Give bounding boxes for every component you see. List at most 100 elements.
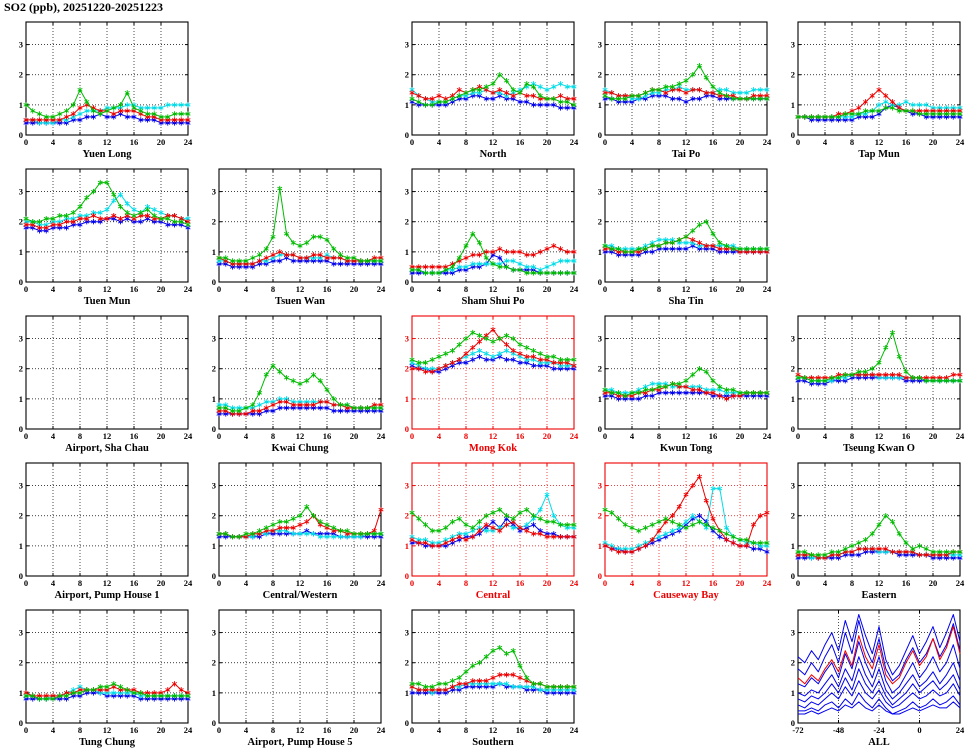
y-tick-label: 3 bbox=[598, 334, 602, 344]
x-tick-label: 12 bbox=[103, 578, 112, 588]
chart-cell-causeway-bay: 0 4 8 12 16 20 24 0 1 2 3 Causeway Bay bbox=[579, 457, 772, 604]
x-tick-label: 0 bbox=[24, 284, 28, 294]
chart-cell-tung-chung: 0 4 8 12 16 20 24 0 1 2 3 Tung Chung bbox=[0, 604, 193, 751]
series-line-blue bbox=[797, 680, 961, 709]
x-tick-label: 20 bbox=[350, 725, 359, 735]
y-tick-label: 0 bbox=[791, 130, 795, 140]
series-markers-green bbox=[409, 72, 577, 108]
x-tick-label: 24 bbox=[763, 578, 772, 588]
y-tick-label: 0 bbox=[598, 424, 602, 434]
series-markers-green bbox=[23, 87, 191, 120]
y-tick-label: 3 bbox=[791, 481, 795, 491]
x-tick-label: 0 bbox=[410, 725, 414, 735]
x-tick-label: 16 bbox=[130, 284, 139, 294]
series-markers-green bbox=[795, 329, 963, 384]
x-tick-label: 8 bbox=[850, 431, 854, 441]
y-tick-label: 0 bbox=[19, 718, 23, 728]
x-tick-label: 24 bbox=[763, 137, 772, 147]
x-tick-label: 16 bbox=[516, 137, 525, 147]
x-tick-label: 16 bbox=[902, 431, 911, 441]
x-tick-label: 4 bbox=[51, 284, 56, 294]
series-markers-red bbox=[409, 243, 577, 270]
chart-title-central-western: Central/Western bbox=[263, 590, 338, 601]
x-tick-label: 4 bbox=[244, 431, 249, 441]
x-tick-label: 16 bbox=[902, 578, 911, 588]
series-markers-red bbox=[409, 519, 577, 549]
y-tick-label: 1 bbox=[405, 100, 409, 110]
x-tick-label: 12 bbox=[489, 431, 498, 441]
x-tick-label: 0 bbox=[24, 431, 28, 441]
y-tick-label: 3 bbox=[791, 40, 795, 50]
x-tick-label: 24 bbox=[184, 431, 193, 441]
series-markers-green bbox=[602, 219, 770, 255]
x-tick-label: 8 bbox=[78, 578, 82, 588]
y-tick-label: 3 bbox=[791, 334, 795, 344]
series-markers-green bbox=[216, 185, 384, 264]
x-tick-label: 12 bbox=[875, 431, 884, 441]
x-tick-label: 4 bbox=[823, 578, 828, 588]
x-tick-label: 4 bbox=[437, 725, 442, 735]
series-markers-green bbox=[216, 363, 384, 414]
y-tick-label: 0 bbox=[791, 424, 795, 434]
x-tick-label: 16 bbox=[709, 431, 718, 441]
chart-title-kwai-chung: Kwai Chung bbox=[272, 443, 330, 454]
y-tick-label: 2 bbox=[791, 658, 795, 668]
x-tick-label: 12 bbox=[296, 431, 305, 441]
y-tick-label: 1 bbox=[212, 394, 216, 404]
series-markers-green bbox=[795, 513, 963, 558]
y-tick-label: 2 bbox=[19, 364, 23, 374]
x-tick-label: 20 bbox=[543, 578, 552, 588]
x-tick-label: 12 bbox=[682, 431, 691, 441]
x-tick-label: 0 bbox=[24, 578, 28, 588]
series-markers-green bbox=[602, 62, 770, 102]
y-tick-label: 2 bbox=[19, 658, 23, 668]
y-tick-label: 3 bbox=[19, 334, 23, 344]
y-tick-label: 2 bbox=[212, 511, 216, 521]
x-tick-label: 8 bbox=[271, 578, 275, 588]
x-tick-label: 4 bbox=[244, 578, 249, 588]
series-line-red bbox=[797, 626, 961, 685]
x-tick-label: 4 bbox=[630, 578, 635, 588]
y-tick-label: 1 bbox=[598, 100, 602, 110]
y-tick-label: 0 bbox=[19, 571, 23, 581]
chart-title-tseung-kwan-o: Tseung Kwan O bbox=[843, 443, 915, 454]
x-tick-label: 16 bbox=[130, 578, 139, 588]
x-tick-label: 4 bbox=[437, 578, 442, 588]
y-tick-label: 2 bbox=[598, 70, 602, 80]
y-tick-label: 1 bbox=[212, 247, 216, 257]
y-tick-label: 1 bbox=[405, 394, 409, 404]
y-tick-label: 1 bbox=[791, 394, 795, 404]
y-tick-label: 0 bbox=[791, 718, 795, 728]
empty-cell bbox=[193, 16, 386, 163]
x-tick-label: 4 bbox=[244, 725, 249, 735]
y-tick-label: 3 bbox=[598, 187, 602, 197]
y-tick-label: 2 bbox=[598, 217, 602, 227]
x-tick-label: 12 bbox=[103, 431, 112, 441]
chart-title-airport-sha-chau: Airport, Sha Chau bbox=[65, 443, 149, 454]
chart-title-tsuen-wan: Tsuen Wan bbox=[275, 296, 325, 307]
x-tick-label: 0 bbox=[410, 431, 414, 441]
chart-cell-central-western: 0 4 8 12 16 20 24 0 1 2 3 Central/Western bbox=[193, 457, 386, 604]
y-tick-label: 1 bbox=[791, 100, 795, 110]
y-tick-label: 1 bbox=[212, 688, 216, 698]
chart-title-sha-tin: Sha Tin bbox=[669, 296, 704, 307]
series-line-blue bbox=[798, 701, 961, 715]
x-tick-label: 16 bbox=[323, 431, 332, 441]
chart-cell-kwai-chung: 0 4 8 12 16 20 24 0 1 2 3 Kwai Chung bbox=[193, 310, 386, 457]
x-tick-label: 20 bbox=[736, 578, 745, 588]
y-tick-label: 2 bbox=[405, 70, 409, 80]
y-tick-label: 0 bbox=[405, 424, 409, 434]
x-tick-label: 24 bbox=[570, 284, 579, 294]
x-tick-label: 16 bbox=[516, 284, 525, 294]
x-tick-label: 4 bbox=[630, 137, 635, 147]
y-tick-label: 2 bbox=[791, 511, 795, 521]
empty-cell bbox=[579, 604, 772, 751]
y-tick-label: 2 bbox=[598, 511, 602, 521]
series-line-blue bbox=[797, 668, 961, 706]
